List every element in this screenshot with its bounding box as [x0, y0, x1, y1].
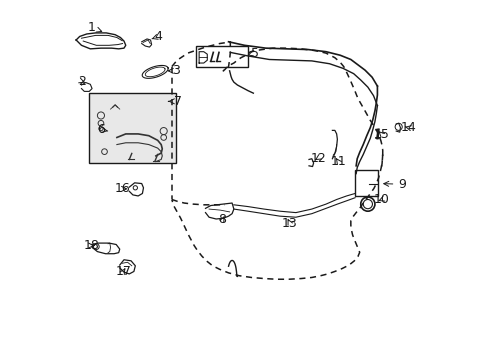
- Text: 17: 17: [115, 265, 131, 278]
- Text: 4: 4: [152, 30, 163, 43]
- Text: 12: 12: [310, 152, 325, 165]
- Text: 3: 3: [168, 64, 180, 77]
- Text: 7: 7: [168, 95, 182, 108]
- Text: 1: 1: [87, 21, 102, 34]
- Text: 6: 6: [97, 123, 107, 136]
- Text: 5: 5: [247, 46, 259, 60]
- Text: 11: 11: [330, 155, 346, 168]
- Bar: [195, 46, 247, 67]
- Text: 15: 15: [373, 128, 389, 141]
- Text: 9: 9: [383, 178, 406, 191]
- Text: 10: 10: [373, 193, 389, 206]
- Text: 18: 18: [83, 239, 99, 252]
- Bar: [89, 93, 176, 163]
- Text: 13: 13: [282, 217, 297, 230]
- Text: 16: 16: [114, 183, 130, 195]
- Text: 14: 14: [400, 121, 415, 134]
- Text: 8: 8: [218, 213, 226, 226]
- Text: 2: 2: [78, 75, 86, 88]
- Bar: [354, 170, 377, 196]
